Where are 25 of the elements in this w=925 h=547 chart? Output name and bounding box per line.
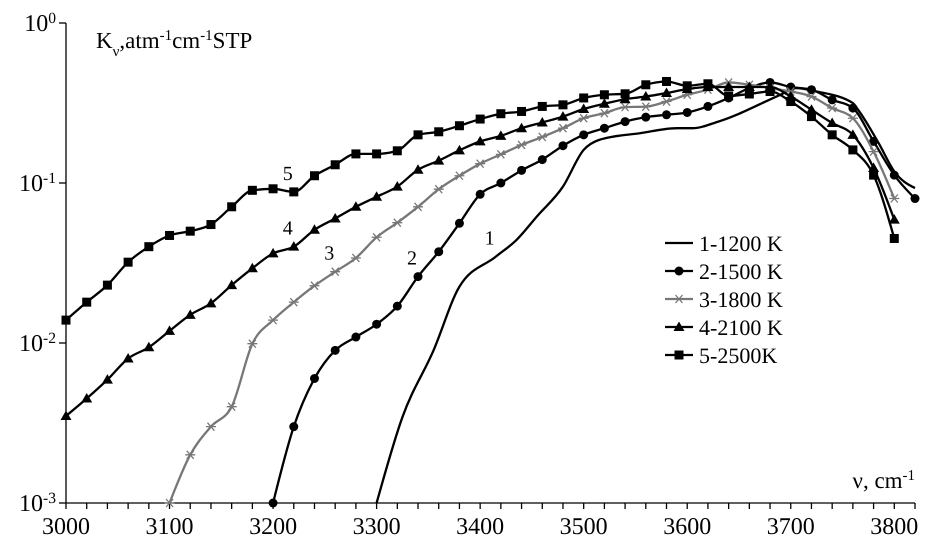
legend-label: 4-2100 K [699, 315, 783, 340]
x-tick-label: 3600 [663, 514, 712, 540]
annotation: 3 [324, 242, 334, 265]
legend-label: 1-1200 K [699, 231, 783, 256]
x-tick-label: 3800 [870, 514, 918, 540]
y-tick-label: 10$^{-3}$ [19, 490, 56, 517]
y-axis-title: K$_{ν}$,atm$^{-1}$cm$^{-1}$STP [96, 28, 252, 60]
x-tick-label: 3000 [42, 514, 90, 540]
x-tick-label: 3100 [146, 514, 194, 540]
y-tick-label: 10$^{0}$ [24, 10, 56, 37]
legend-label: 5-2500K [699, 343, 778, 368]
legend-label: 2-1500 K [699, 259, 783, 284]
x-tick-label: 3200 [249, 514, 298, 540]
x-tick-label: 3300 [352, 514, 401, 540]
x-tick-label: 3400 [456, 514, 504, 540]
legend-label: 3-1800 K [699, 287, 783, 312]
y-tick-label: 10$^{-2}$ [19, 330, 56, 357]
annotation: 1 [484, 228, 495, 250]
annotation: 4 [282, 218, 293, 240]
x-axis-title: ν, cm$^{-1}$ [852, 468, 915, 493]
y-tick-label: 10$^{-1}$ [19, 170, 56, 197]
x-tick-label: 3500 [560, 514, 608, 540]
annotation: 2 [407, 248, 418, 270]
x-tick-label: 3700 [766, 514, 815, 540]
annotation: 5 [282, 162, 293, 185]
